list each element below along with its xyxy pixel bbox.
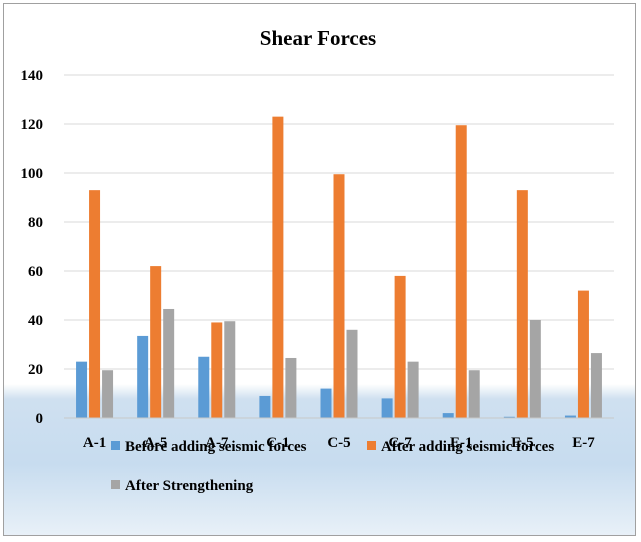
legend-label-3: After Strengthening <box>125 478 254 494</box>
bar-A-5-series-1 <box>137 335 149 418</box>
legend-swatch-2 <box>367 441 376 450</box>
bar-C-7-series-1 <box>381 398 393 418</box>
y-axis-ticks: 0 20 40 60 80 100 120 140 <box>21 68 44 427</box>
x-tick-label: A-7 <box>205 435 229 451</box>
x-tick-label: E-5 <box>511 435 534 451</box>
bar-E-5-series-3 <box>529 320 541 418</box>
y-tick-label: 120 <box>21 117 44 133</box>
legend: Before adding seismic forces After adding… <box>111 439 554 494</box>
bar-A-7-series-1 <box>198 356 210 418</box>
x-tick-label: A-5 <box>144 435 167 451</box>
bars <box>76 116 602 419</box>
x-tick-label: E-1 <box>450 435 473 451</box>
bar-C-1-series-3 <box>285 357 297 418</box>
bar-C-5-series-2 <box>333 174 345 418</box>
chart-frame: Shear Forces 0 20 40 60 80 100 120 140 A-1 A-5 A-… <box>3 3 636 536</box>
bar-C-5-series-3 <box>346 329 358 418</box>
bar-E-1-series-2 <box>455 125 467 418</box>
bar-C-7-series-3 <box>407 361 419 418</box>
y-tick-label: 100 <box>21 166 44 182</box>
bar-A-1-series-1 <box>76 361 88 418</box>
bar-A-1-series-2 <box>89 190 101 418</box>
x-tick-label: C-7 <box>388 435 412 451</box>
bar-E-5-series-2 <box>516 190 528 418</box>
bar-C-1-series-2 <box>272 116 284 419</box>
x-tick-label: C-5 <box>327 435 350 451</box>
bar-A-7-series-3 <box>224 321 236 418</box>
legend-swatch-1 <box>111 441 120 450</box>
bar-E-1-series-3 <box>468 370 480 418</box>
y-tick-label: 140 <box>21 68 44 84</box>
bar-C-7-series-2 <box>394 275 406 418</box>
y-tick-label: 80 <box>28 215 43 231</box>
chart-title: Shear Forces <box>260 26 376 50</box>
legend-label-1: Before adding seismic forces <box>125 439 307 455</box>
x-axis-ticks: A-1 A-5 A-7 C-1 C-5 C-7 E-1 E-5 E-7 <box>83 435 595 451</box>
y-tick-label: 40 <box>28 313 43 329</box>
bar-E-7-series-1 <box>564 415 576 418</box>
bar-E-7-series-2 <box>577 290 589 418</box>
bar-E-5-series-1 <box>503 416 515 418</box>
x-tick-label: A-1 <box>83 435 106 451</box>
y-tick-label: 60 <box>28 264 43 280</box>
bar-A-5-series-3 <box>163 308 175 418</box>
bar-A-7-series-2 <box>211 322 223 418</box>
bar-E-1-series-1 <box>442 413 454 418</box>
x-tick-label: E-7 <box>572 435 595 451</box>
y-tick-label: 0 <box>36 411 44 427</box>
legend-label-2: After adding seismic forces <box>381 439 554 455</box>
bar-E-7-series-3 <box>590 353 602 418</box>
legend-swatch-3 <box>111 480 120 489</box>
x-tick-label: C-1 <box>266 435 289 451</box>
bar-A-5-series-2 <box>150 266 162 418</box>
bar-C-5-series-1 <box>320 388 332 418</box>
bar-C-1-series-1 <box>259 395 271 418</box>
bar-A-1-series-3 <box>102 370 114 418</box>
y-tick-label: 20 <box>28 362 43 378</box>
